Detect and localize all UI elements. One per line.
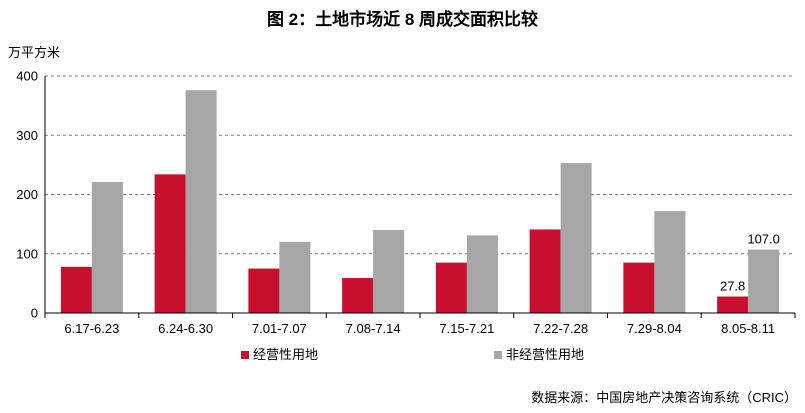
y-tick-label: 400	[16, 69, 38, 84]
bar-non-operating	[654, 211, 686, 313]
bar-operating	[717, 296, 749, 313]
chart-title: 图 2：土地市场近 8 周成交面积比较	[266, 10, 539, 29]
x-tick-label: 7.22-7.28	[533, 321, 588, 336]
y-axis-unit-label: 万平方米	[8, 45, 61, 60]
bar-non-operating	[466, 235, 498, 313]
legend: 经营性用地 非经营性用地	[241, 347, 584, 362]
bar-operating	[623, 262, 655, 313]
x-tick-label: 8.05-8.11	[721, 321, 775, 336]
bar-non-operating	[279, 241, 311, 313]
x-tick-label: 7.08-7.14	[346, 321, 401, 336]
bar-operating	[435, 262, 467, 313]
legend-swatch	[241, 351, 249, 359]
data-label: 27.8	[720, 279, 745, 294]
bars	[60, 90, 780, 313]
x-tick-label: 7.29-8.04	[627, 321, 682, 336]
axes: 0 100 200 300 400 6.17-6.23 6.24-6.30 7.01-7.07…	[16, 69, 796, 336]
legend-label: 经营性用地	[253, 347, 318, 362]
legend-label: 非经营性用地	[506, 347, 584, 362]
bar-non-operating	[748, 249, 780, 313]
bar-operating	[248, 268, 280, 313]
data-labels: 27.8 107.0	[720, 232, 780, 294]
y-tick-label: 300	[16, 128, 38, 143]
data-source-note: 数据来源：中国房地产决策咨询系统（CRIC）	[531, 390, 797, 405]
bar-non-operating	[373, 230, 405, 313]
x-tick-label: 7.15-7.21	[439, 321, 494, 336]
x-tick-label: 6.24-6.30	[158, 321, 213, 336]
bar-operating	[154, 174, 186, 313]
bar-non-operating	[185, 90, 217, 313]
legend-swatch	[494, 351, 502, 359]
y-tick-label: 0	[31, 306, 38, 321]
bar-operating	[529, 229, 561, 313]
y-tick-label: 100	[16, 246, 38, 261]
x-tick-label: 6.17-6.23	[64, 321, 119, 336]
bar-non-operating	[560, 163, 592, 313]
bar-operating	[60, 266, 92, 313]
bar-operating	[342, 278, 374, 313]
x-tick-label: 7.01-7.07	[252, 321, 307, 336]
y-tick-label: 200	[16, 187, 38, 202]
bar-non-operating	[91, 182, 123, 313]
data-label: 107.0	[747, 232, 780, 247]
